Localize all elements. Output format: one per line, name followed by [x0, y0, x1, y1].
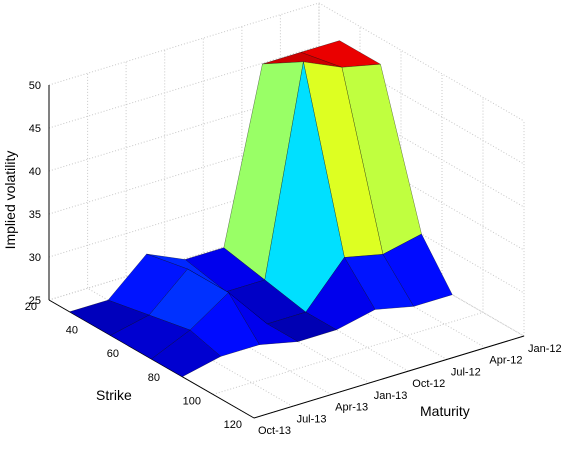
surface-layer	[68, 40, 453, 377]
z-gridline	[48, 2, 525, 122]
maturity-gridline	[164, 49, 370, 384]
z-tick-label: 30	[29, 252, 41, 264]
x-axis-label: Maturity	[420, 403, 470, 419]
maturity-tick-label: Apr-12	[489, 355, 522, 367]
z-tick-label: 40	[29, 166, 41, 178]
maturity-gridline	[241, 26, 448, 360]
maturity-tick-label: Oct-12	[412, 378, 445, 390]
maturity-gridline	[279, 14, 486, 349]
z-axis-label: Implied volatility	[2, 151, 18, 250]
z-tick-label: 25	[29, 295, 41, 307]
axis-line	[253, 335, 525, 419]
z-tick-label: 50	[29, 80, 41, 92]
maturity-tick-label: Oct-13	[258, 425, 291, 437]
maturity-gridline	[202, 38, 409, 372]
maturity-tick-label: Jul-13	[297, 413, 327, 425]
maturity-tick-label: Jul-12	[451, 366, 481, 378]
tick-labels: 25 30 35 40 45 50 Jan-12 Apr-12 Jul-12 Oct-12 Jan-…	[25, 80, 562, 437]
maturity-tick-label: Jan-13	[374, 390, 408, 402]
maturity-tick-label: Jan-12	[528, 343, 562, 355]
maturity-tick-label: Apr-13	[335, 402, 368, 414]
strike-tick-label: 20	[25, 301, 37, 313]
y-axis-label: Strike	[96, 387, 132, 403]
maturity-gridline	[318, 3, 525, 337]
strike-tick-label: 80	[148, 372, 160, 384]
strike-gridline	[212, 97, 484, 395]
surface-patch	[151, 329, 222, 377]
maturity-gridline	[87, 73, 293, 407]
strike-tick-label: 60	[107, 348, 119, 360]
strike-tick-label: 100	[183, 395, 201, 407]
strike-tick-label: 120	[224, 419, 242, 431]
maturity-gridline	[125, 61, 332, 396]
strike-tick-label: 40	[66, 325, 78, 337]
z-tick-label: 35	[29, 209, 41, 221]
z-tick-label: 45	[29, 123, 41, 135]
